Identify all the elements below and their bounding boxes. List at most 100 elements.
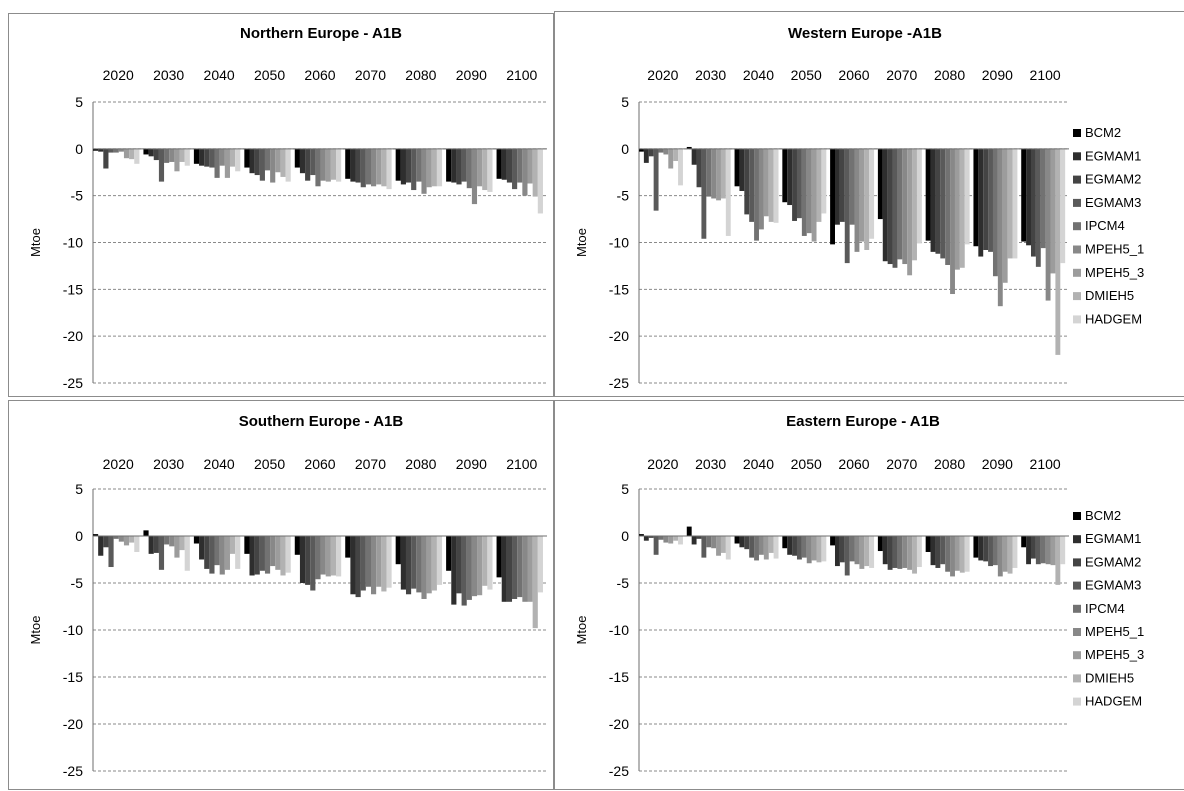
bar-egmam2-2050 <box>792 536 797 556</box>
bar-ipcm4-2030 <box>706 536 712 548</box>
x-category-label: 2030 <box>695 456 726 472</box>
bar-hadgem-2080 <box>964 148 970 245</box>
bar-egmam1-2070 <box>350 148 356 182</box>
bar-bcm2-2080 <box>395 148 401 181</box>
legend-swatch-mpeh5-1 <box>1073 628 1081 636</box>
bar-mpeh5-1-2030 <box>711 536 717 549</box>
bar-hadgem-2070 <box>916 148 922 244</box>
y-tick-label: -25 <box>63 763 83 779</box>
bar-egmam1-2050 <box>787 148 793 206</box>
bar-ipcm4-2040 <box>754 536 759 561</box>
bar-egmam2-2050 <box>792 148 797 221</box>
bar-mpeh5-3-2100 <box>527 536 533 602</box>
legend-swatch-ipcm4 <box>1073 222 1081 231</box>
bar-hadgem-2020 <box>134 148 140 164</box>
bar-egmam1-2030 <box>148 148 154 157</box>
bar-mpeh5-1-2020 <box>118 536 124 542</box>
legend-swatch-mpeh5-3 <box>1073 651 1081 660</box>
bar-hadgem-2070 <box>386 536 392 588</box>
bar-egmam1-2020 <box>98 148 104 152</box>
bar-hadgem-2100 <box>537 148 543 214</box>
bar-hadgem-2040 <box>235 148 241 172</box>
bar-egmam3-2080 <box>940 536 946 565</box>
bar-mpeh5-3-2020 <box>668 148 674 169</box>
legend-swatch-bcm2 <box>1073 129 1081 137</box>
y-tick-label: 5 <box>75 481 83 497</box>
chart-title: Northern Europe - A1B <box>240 25 402 42</box>
bar-mpeh5-1-2020 <box>118 148 124 152</box>
bar-egmam1-2020 <box>98 536 104 556</box>
bar-bcm2-2080 <box>395 536 401 565</box>
x-category-label: 2040 <box>743 456 774 472</box>
bar-hadgem-2050 <box>285 536 291 573</box>
bar-ipcm4-2060 <box>315 536 321 580</box>
bar-mpeh5-1-2060 <box>854 148 860 252</box>
bar-dmieh5-2040 <box>229 536 236 554</box>
bar-ipcm4-2020 <box>113 148 119 153</box>
bar-mpeh5-3-2090 <box>477 148 483 187</box>
x-category-label: 2030 <box>153 67 184 83</box>
bar-mpeh5-1-2100 <box>1045 536 1051 565</box>
y-tick-label: 5 <box>621 94 629 110</box>
legend-label-bcm2: BCM2 <box>1085 125 1121 140</box>
y-axis-label: Mtoe <box>28 228 43 257</box>
x-category-label: 2070 <box>886 456 917 472</box>
bar-dmieh5-2080 <box>959 536 965 573</box>
bar-hadgem-2040 <box>773 148 779 223</box>
legend-label-egmam3: EGMAM3 <box>1085 578 1141 593</box>
legend-swatch-hadgem <box>1073 315 1081 324</box>
bar-mpeh5-1-2050 <box>270 148 276 183</box>
bar-hadgem-2070 <box>386 148 392 190</box>
y-tick-label: 0 <box>621 141 629 157</box>
bar-mpeh5-3-2080 <box>426 536 432 594</box>
bar-egmam3-2090 <box>461 148 467 182</box>
bar-ipcm4-2050 <box>801 536 807 558</box>
bar-hadgem-2020 <box>678 148 683 186</box>
bar-ipcm4-2070 <box>897 148 903 260</box>
bar-mpeh5-3-2050 <box>275 148 281 173</box>
bar-dmieh5-2040 <box>768 148 774 222</box>
bar-dmieh5-2050 <box>280 148 286 177</box>
bar-egmam1-2090 <box>978 536 984 561</box>
bar-egmam1-2090 <box>451 148 457 183</box>
bar-mpeh5-3-2060 <box>325 536 331 577</box>
bar-mpeh5-1-2090 <box>471 148 478 205</box>
bar-egmam2-2060 <box>305 148 311 181</box>
bar-ipcm4-2070 <box>365 148 372 185</box>
y-tick-label: -10 <box>609 622 629 638</box>
bar-ipcm4-2030 <box>706 148 712 197</box>
bar-bcm2-2070 <box>345 536 351 558</box>
bar-egmam2-2070 <box>887 148 893 265</box>
bar-mpeh5-3-2020 <box>123 148 130 159</box>
chart-panel-northern-europe: Northern Europe - A1B Mtoe 5 0 -5 -10 -15 -20 -2… <box>8 13 554 397</box>
y-tick-label: -10 <box>609 235 629 251</box>
x-category-label: 2090 <box>982 456 1013 472</box>
bar-egmam2-2060 <box>839 148 845 222</box>
legend-swatch-egmam2 <box>1073 175 1081 184</box>
bar-egmam2-2030 <box>153 536 159 553</box>
bar-egmam1-2100 <box>501 148 507 180</box>
bar-bcm2-2030 <box>143 530 149 536</box>
bar-mpeh5-1-2080 <box>421 536 427 599</box>
legend-swatch-egmam1 <box>1073 152 1081 161</box>
bar-egmam3-2060 <box>844 148 850 264</box>
y-tick-label: -15 <box>63 669 83 685</box>
bar-ipcm4-2030 <box>164 536 170 545</box>
chart-title: Southern Europe - A1B <box>239 413 404 430</box>
bar-egmam3-2030 <box>158 536 165 570</box>
bar-egmam2-2020 <box>648 148 654 157</box>
bar-egmam1-2020 <box>643 148 649 163</box>
bar-egmam2-2100 <box>506 148 513 183</box>
y-tick-label: 5 <box>75 94 83 110</box>
bar-egmam2-2080 <box>405 148 412 183</box>
x-category-label: 2050 <box>254 456 285 472</box>
bar-egmam3-2100 <box>1035 148 1041 267</box>
bar-ipcm4-2090 <box>466 536 472 600</box>
bar-mpeh5-1-2080 <box>950 536 955 577</box>
x-category-label: 2060 <box>304 456 335 472</box>
bar-hadgem-2080 <box>964 536 970 572</box>
y-tick-label: -20 <box>609 716 629 732</box>
bar-ipcm4-2090 <box>992 148 998 277</box>
bar-hadgem-2070 <box>916 536 922 568</box>
bar-dmieh5-2040 <box>768 536 774 553</box>
